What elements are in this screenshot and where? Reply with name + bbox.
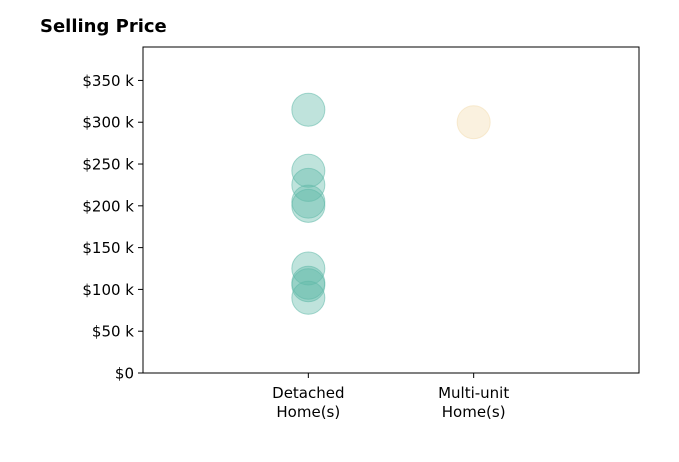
y-tick-label: $150 k [82, 239, 134, 257]
y-tick-label: $350 k [82, 72, 134, 90]
y-tick-label: $0 [115, 365, 134, 383]
data-point [456, 105, 491, 140]
x-tick-label: Detached Home(s) [272, 384, 344, 421]
y-axis: $0 $50 k $100 k $150 k $200 k $250 k $300 k $35… [82, 72, 143, 383]
data-point [291, 153, 326, 188]
chart-title: Selling Price [40, 16, 167, 37]
data-point [291, 188, 326, 223]
data-point [291, 92, 326, 127]
y-tick-label: $250 k [82, 156, 134, 174]
y-tick-label: $100 k [82, 281, 134, 299]
y-tick-label: $200 k [82, 197, 134, 215]
x-tick-label: Multi-unit Home(s) [438, 384, 509, 421]
data-point [291, 268, 326, 303]
data-point [291, 280, 326, 315]
data-point [291, 184, 326, 219]
x-axis: Detached Home(s) Multi-unit Home(s) [272, 373, 509, 421]
chart-marks [291, 92, 491, 315]
plot-area-frame [142, 46, 640, 374]
y-tick-label: $300 k [82, 114, 134, 132]
y-tick-label: $50 k [92, 323, 134, 341]
